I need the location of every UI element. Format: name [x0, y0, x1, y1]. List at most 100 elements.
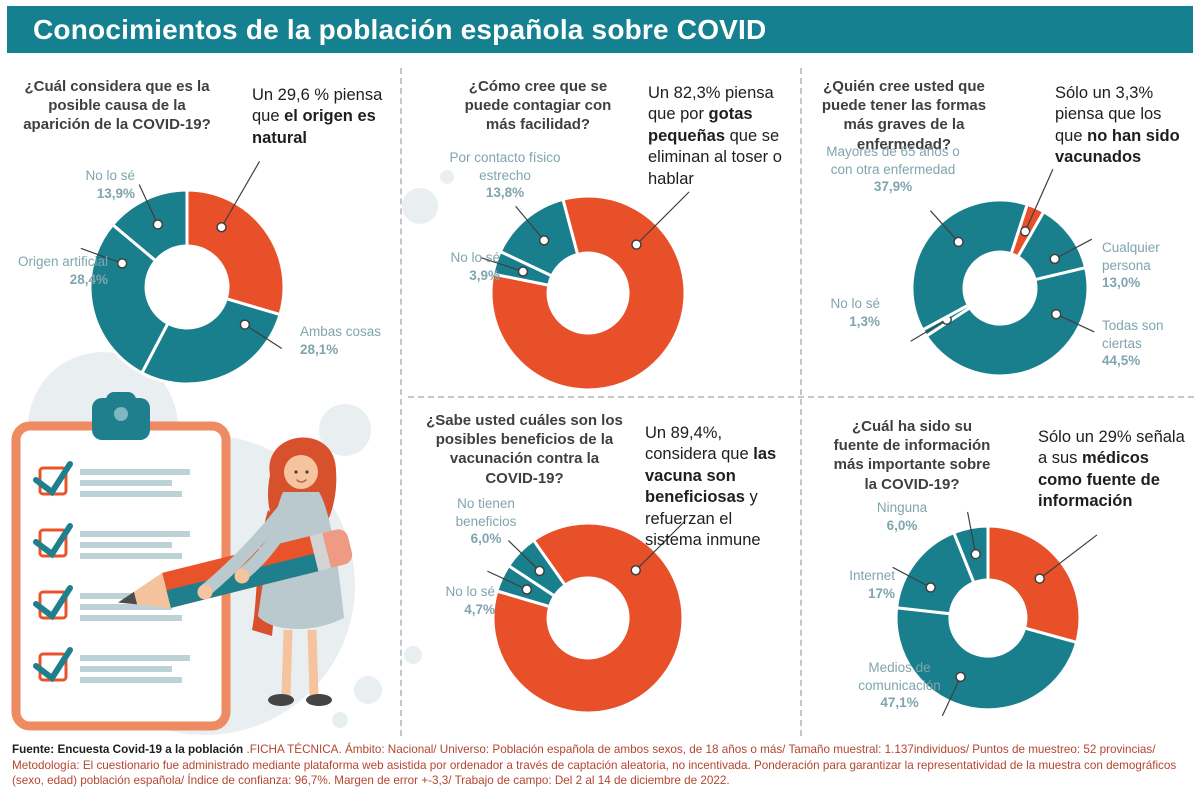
leader-line [244, 324, 283, 350]
text-line [80, 553, 182, 559]
chart-callout: Un 89,4%, considera que las vacuna son b… [645, 423, 791, 552]
leg [307, 629, 319, 697]
segment-label-text: Por contacto físico estrecho [449, 150, 561, 183]
decorative-circle [402, 188, 438, 224]
text-line [80, 655, 190, 661]
segment-label-pct: 47,1% [880, 695, 919, 711]
callout-bold: las vacuna son beneficiosas [645, 445, 777, 507]
decorative-circle [354, 676, 382, 704]
donut-segment-origen-artificial [88, 222, 170, 375]
text-line [80, 666, 172, 672]
chart-callout: Un 82,3% piensa que por gotas pequeñas q… [648, 83, 790, 190]
donut-segment-no-lo-sé [110, 188, 189, 263]
callout-pre: Sólo un 29% señala a sus [1038, 428, 1185, 468]
segment-marker [1034, 573, 1045, 584]
donut-segment-por-contacto-físico-estrecho [498, 197, 580, 278]
segment-marker [1019, 226, 1031, 237]
clipboard-illustration [11, 392, 231, 731]
segment-marker [925, 582, 936, 593]
segment-label-pct: 6,0% [886, 517, 918, 533]
chart-callout: Sólo un 3,3% piensa que los que no han s… [1055, 83, 1193, 169]
check-icon [33, 647, 73, 683]
leg [281, 629, 293, 697]
text-line [80, 480, 172, 486]
callout-bold: gotas pequeñas [648, 105, 753, 145]
face [284, 455, 318, 489]
segment-label-pct: 28,4% [69, 271, 108, 287]
pencil-lead [118, 591, 138, 605]
decorative-circle [404, 646, 422, 664]
segment-label: No tienen beneficios 6,0% [426, 495, 546, 548]
donut-chart-fuente [892, 511, 1098, 717]
chart-panel-beneficios-vacunacion: ¿Sabe usted cuáles son los posibles bene… [400, 397, 800, 742]
text-line [80, 531, 190, 537]
pencil-eraser [322, 529, 353, 568]
donut-segment-medios-de-comunicación [894, 606, 1079, 712]
hand [197, 584, 213, 600]
segment-label: Ninguna 6,0% [852, 499, 952, 534]
segment-label: Cualquier persona 13,0% [1102, 239, 1197, 292]
callout-pre: Sólo un 3,3% piensa que los que [1055, 84, 1162, 145]
segment-label-text: Mayores de 65 años o con otra enfermedad [826, 144, 960, 177]
segment-label: Todas son ciertas 44,5% [1102, 317, 1197, 370]
segment-label: Origen artificial 28,4% [8, 253, 108, 288]
segment-marker [239, 319, 251, 330]
segment-label-pct: 13,8% [485, 185, 525, 201]
segment-marker [538, 235, 550, 246]
leader-line [635, 520, 686, 571]
donut-segment-médicos [986, 524, 1082, 645]
segment-label-text: Cualquier persona [1102, 240, 1160, 273]
checklist-item [33, 461, 190, 497]
donut-chart-contagio [480, 191, 690, 392]
segment-label-pct: 44,5% [1102, 353, 1141, 369]
segment-marker [1050, 308, 1062, 320]
segment-marker [1049, 253, 1060, 265]
callout-pre: Un 82,3% piensa que por [648, 84, 774, 124]
decorative-circle [440, 170, 454, 184]
segment-label: No lo sé 1,3% [800, 295, 880, 330]
leader-line [1055, 313, 1095, 333]
arm [199, 501, 292, 597]
chart-question: ¿Cuál ha sido su fuente de información m… [833, 418, 991, 493]
text-line [80, 615, 182, 621]
callout-post: que se eliminan al toser o hablar [648, 126, 782, 188]
clipboard-clip-hole [114, 407, 128, 421]
segment-label-pct: 6,0% [470, 531, 502, 547]
callout-pre: Un 89,4%, considera que [645, 424, 754, 464]
eye [305, 470, 309, 474]
donut-chart-causa [80, 161, 286, 386]
chart-callout: Sólo un 29% señala a sus médicos como fu… [1038, 427, 1192, 513]
leader-line [1054, 238, 1093, 260]
decorative-circle [319, 404, 371, 456]
donut-segment-ambas-cosas [139, 296, 282, 386]
chart-question: ¿Cuál considera que es la posible causa … [23, 78, 211, 134]
chart-question: ¿Quién cree usted que puede tener las fo… [821, 78, 987, 153]
eye [294, 470, 298, 474]
donut-segment-el-origen-es-natural [185, 188, 286, 317]
dashed-divider-vertical [400, 68, 402, 736]
segment-label-pct: 3,9% [469, 267, 500, 283]
text-line [80, 542, 172, 548]
leader-line [941, 676, 962, 717]
page-title: Conocimientos de la población española s… [33, 13, 767, 45]
callout-bold: el origen es natural [252, 107, 376, 147]
segment-marker [953, 236, 964, 248]
segment-marker [630, 565, 641, 576]
chart-panel-contagio: ¿Cómo cree que se puede contagiar con má… [400, 57, 800, 397]
hair-front [282, 440, 320, 466]
footer-technical-sheet: .FICHA TÉCNICA. Ámbito: Nacional/ Univer… [12, 743, 1177, 788]
segment-label-pct: 1,3% [849, 313, 880, 329]
segment-label-text: Internet [849, 568, 895, 583]
leader-line [487, 570, 528, 591]
segment-label-pct: 13,0% [1102, 275, 1141, 291]
chart-question: ¿Sabe usted cuáles son los posibles bene… [426, 412, 623, 487]
leader-line [220, 161, 261, 228]
leader-line [966, 511, 977, 555]
donut-segment-mayores-de-65-años-o-con-otra-enfermedad [910, 198, 1030, 332]
segment-label-text: Ambas cosas [300, 324, 382, 339]
chart-panel-formas-graves: ¿Quién cree usted que puede tener las fo… [800, 57, 1200, 397]
segment-label: Mayores de 65 años o con otra enfermedad… [818, 143, 968, 196]
segment-label-text: No tienen beneficios [455, 496, 517, 529]
segment-label: No lo sé 4,7% [405, 583, 495, 618]
check-icon [33, 523, 73, 559]
